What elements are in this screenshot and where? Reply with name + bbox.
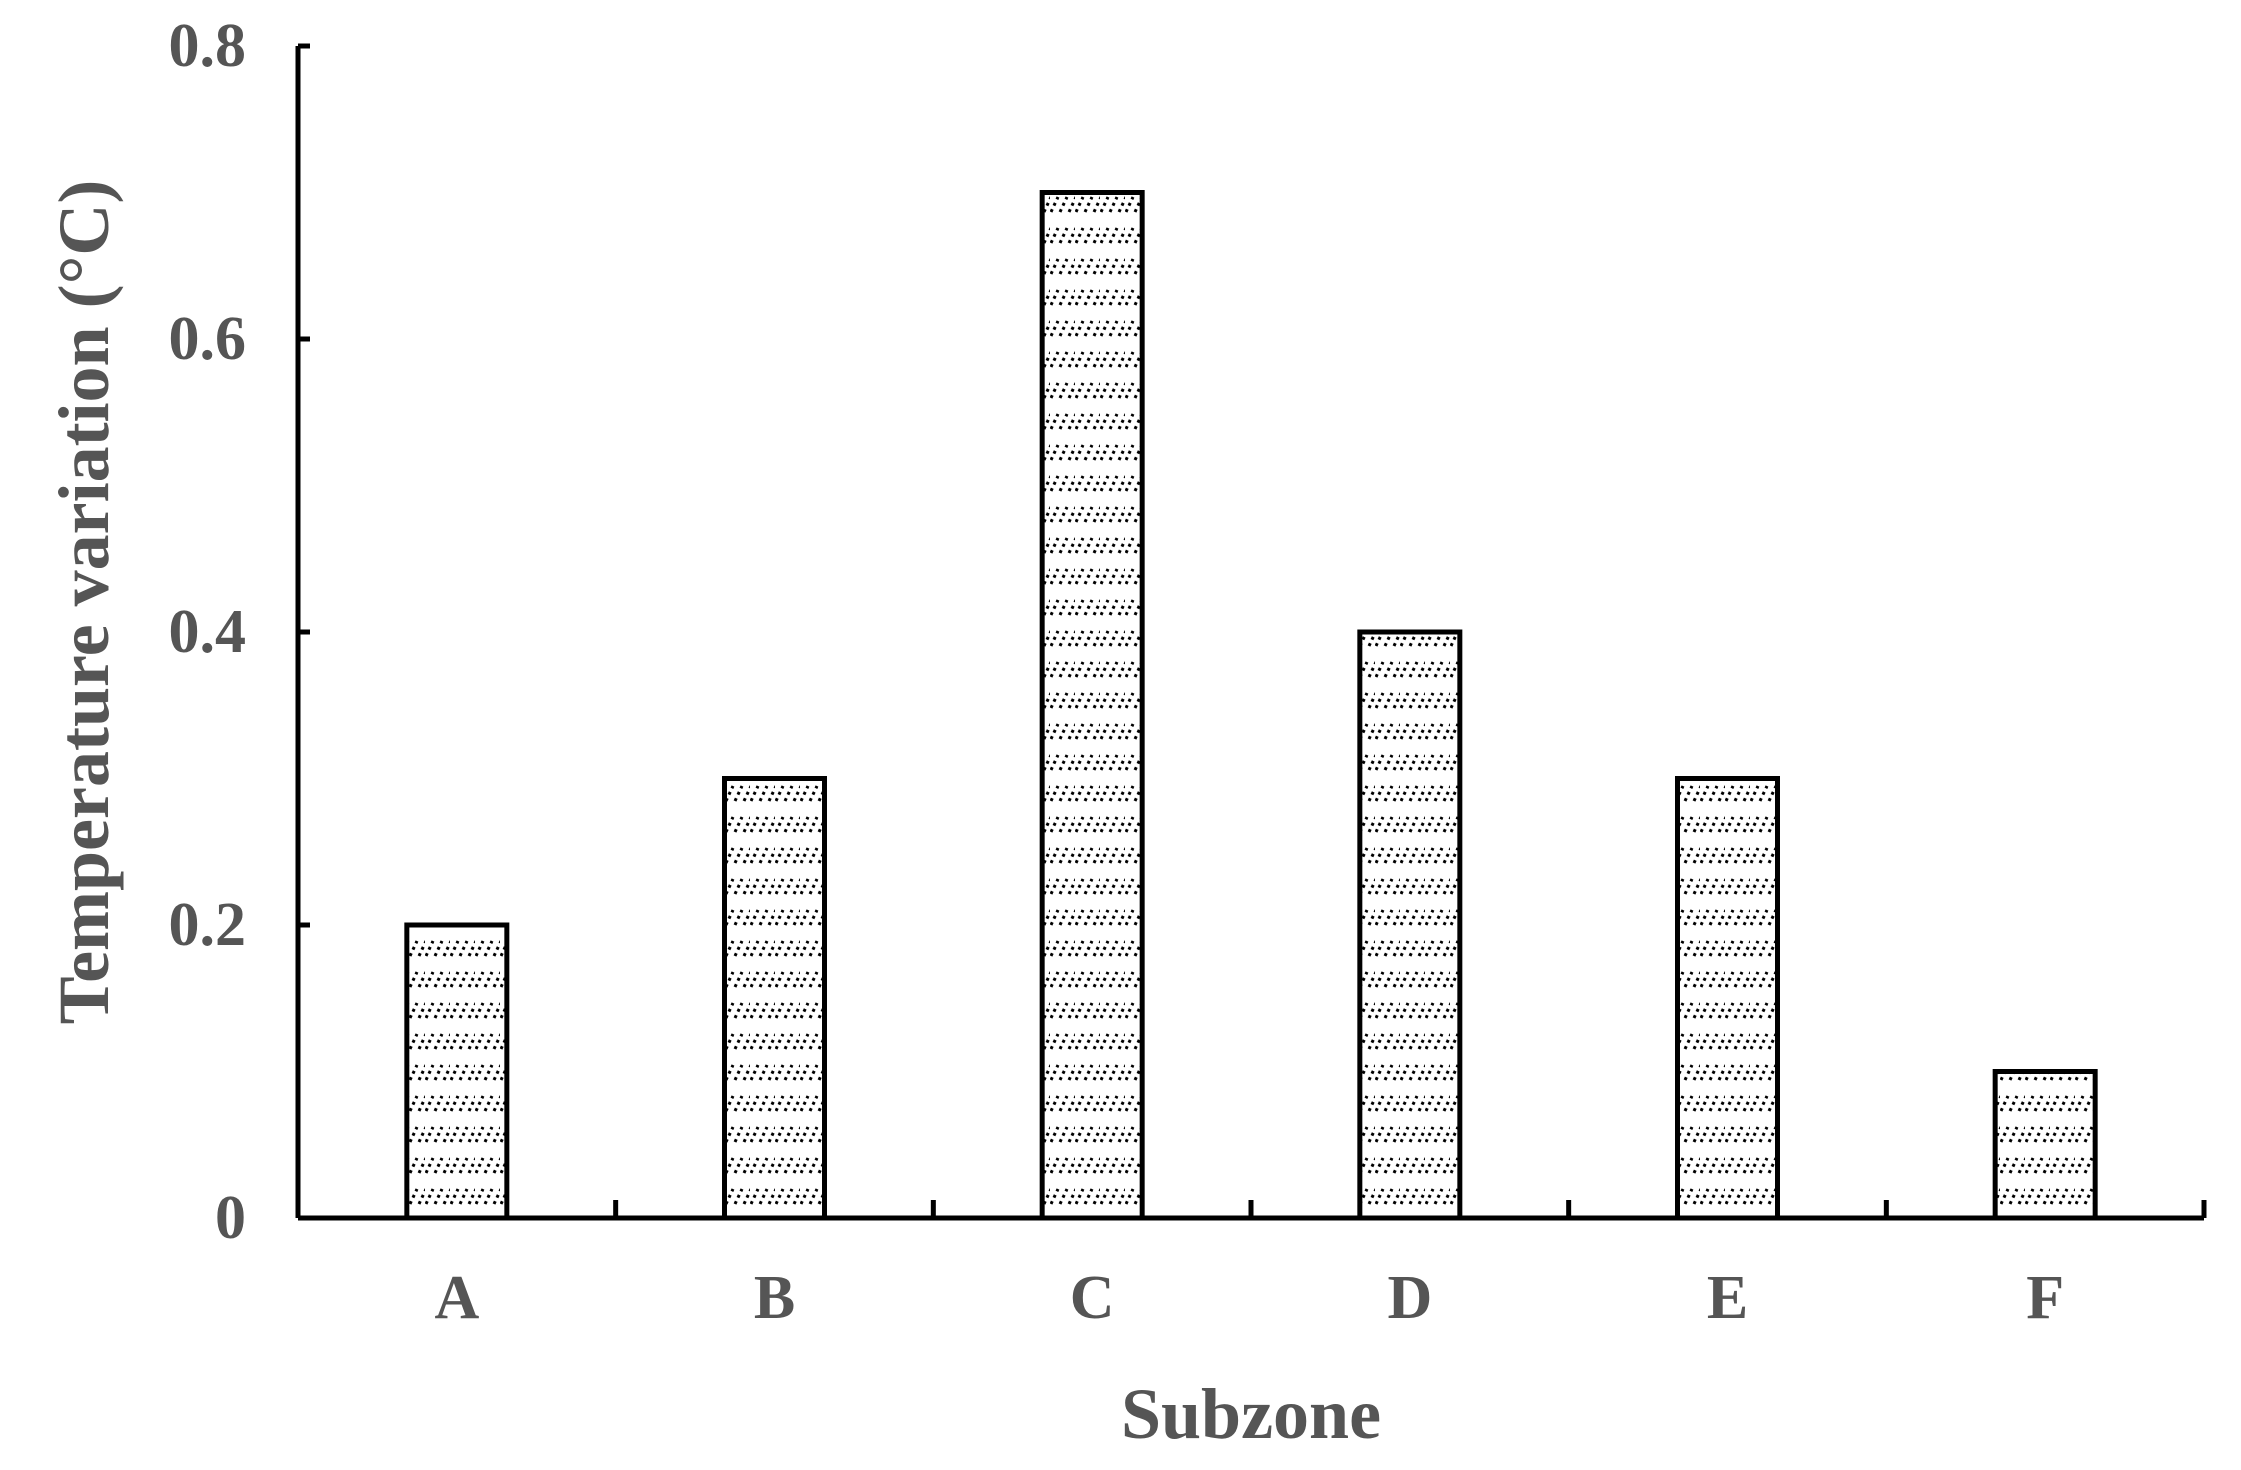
x-axis-title: Subzone [1121,1374,1381,1454]
bar-F [1992,1069,2098,1221]
y-tick-label: 0 [215,1184,246,1252]
x-tick-label-A: A [434,1264,479,1332]
bar-D [1357,629,1463,1221]
bar-A [404,922,510,1221]
x-tick-label-C: C [1070,1264,1115,1332]
x-tick-label-E: E [1707,1264,1748,1332]
y-tick-label: 0.4 [169,598,247,666]
bars-group [404,190,2098,1221]
x-ticks-group: A B C D E F [434,1200,2207,1332]
axes-group: 0 0.2 0.4 0.6 0.8 A B C D E F [169,12,2207,1332]
x-tick-label-D: D [1387,1264,1432,1332]
y-ticks-group: 0 0.2 0.4 0.6 0.8 [169,12,310,1252]
y-tick-label: 0.8 [169,12,247,80]
y-tick-label: 0.2 [169,891,247,959]
bar-B [722,776,827,1221]
y-tick-label: 0.6 [169,305,247,373]
y-axis-title: Temperature variation (°C) [44,180,124,1025]
x-tick-label-B: B [754,1264,795,1332]
x-tick-label-F: F [2026,1264,2064,1332]
bar-E [1675,776,1780,1221]
bar-C [1039,190,1145,1221]
